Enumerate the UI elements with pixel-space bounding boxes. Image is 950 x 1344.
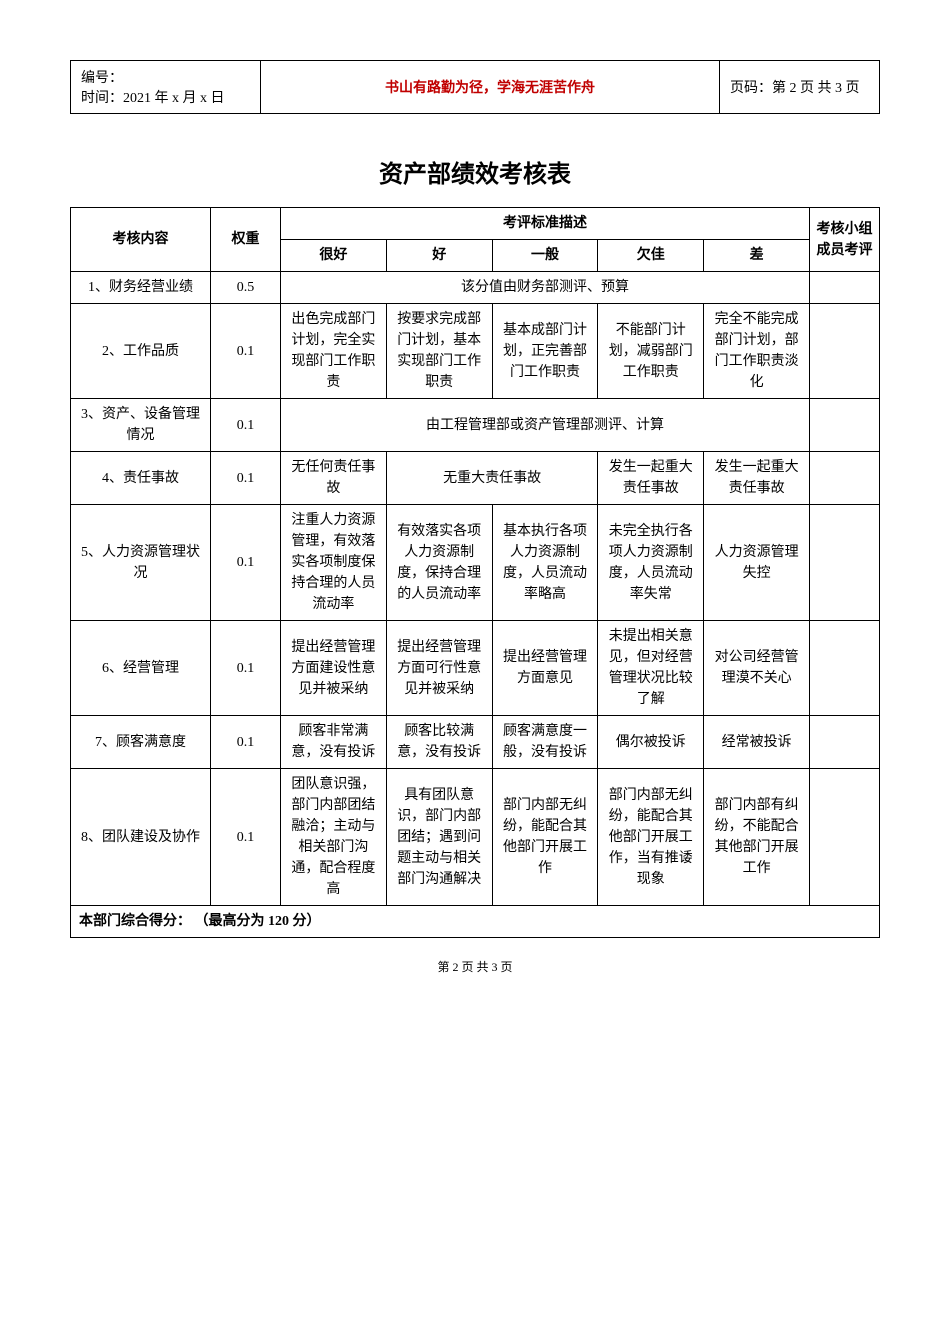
header-left-cell: 编号： 时间：2021 年 x 月 x 日 (71, 61, 261, 114)
table-row: 5、人力资源管理状况0.1注重人力资源管理，有效落实各项制度保持合理的人员流动率… (71, 505, 880, 621)
table-row: 1、财务经营业绩0.5该分值由财务部测评、预算 (71, 272, 880, 304)
cell: 顾客非常满意，没有投诉 (281, 716, 387, 769)
summary-max: 最高分为 120 分 (209, 914, 307, 929)
row-label: 4、责任事故 (71, 452, 211, 505)
row-label: 2、工作品质 (71, 304, 211, 399)
row-label: 6、经营管理 (71, 621, 211, 716)
cell: 注重人力资源管理，有效落实各项制度保持合理的人员流动率 (281, 505, 387, 621)
cell: 顾客满意度一般，没有投诉 (492, 716, 598, 769)
cell: 出色完成部门计划，完全实现部门工作职责 (281, 304, 387, 399)
cell: 按要求完成部门计划，基本实现部门工作职责 (386, 304, 492, 399)
cell: 对公司经营管理漠不关心 (704, 621, 810, 716)
cell: 发生一起重大责任事故 (598, 452, 704, 505)
time-value: 2021 年 x 月 x 日 (123, 91, 225, 106)
cell: 团队意识强，部门内部团结融洽；主动与相关部门沟通，配合程度高 (281, 769, 387, 906)
header-row-1: 考核内容 权重 考评标准描述 考核小组成员考评 (71, 208, 880, 240)
cell: 未完全执行各项人力资源制度，人员流动率失常 (598, 505, 704, 621)
score-cell (810, 399, 880, 452)
row-merged-note: 该分值由财务部测评、预算 (281, 272, 810, 304)
cell: 人力资源管理失控 (704, 505, 810, 621)
row-weight: 0.1 (211, 769, 281, 906)
cell: 提出经营管理方面可行性意见并被采纳 (386, 621, 492, 716)
summary-suffix: ） (307, 914, 321, 929)
cell: 偶尔被投诉 (598, 716, 704, 769)
document-title: 资产部绩效考核表 (70, 154, 880, 189)
cell: 提出经营管理方面意见 (492, 621, 598, 716)
row-label: 7、顾客满意度 (71, 716, 211, 769)
row-weight: 0.1 (211, 399, 281, 452)
cell: 完全不能完成部门计划，部门工作职责淡化 (704, 304, 810, 399)
row-weight: 0.1 (211, 452, 281, 505)
cell: 未提出相关意见，但对经营管理状况比较了解 (598, 621, 704, 716)
row-label: 5、人力资源管理状况 (71, 505, 211, 621)
row-weight: 0.5 (211, 272, 281, 304)
score-cell (810, 769, 880, 906)
row-weight: 0.1 (211, 304, 281, 399)
table-row: 4、责任事故0.1无任何责任事故无重大责任事故发生一起重大责任事故发生一起重大责… (71, 452, 880, 505)
summary-row: 本部门综合得分： （最高分为 120 分） (71, 906, 880, 938)
cell: 具有团队意识，部门内部团结；遇到问题主动与相关部门沟通解决 (386, 769, 492, 906)
row-label: 1、财务经营业绩 (71, 272, 211, 304)
time-label: 时间： (81, 91, 123, 106)
assessment-table: 考核内容 权重 考评标准描述 考核小组成员考评 很好 好 一般 欠佳 差 1、财… (70, 207, 880, 938)
page-label: 页码： (730, 81, 772, 96)
table-row: 7、顾客满意度0.1顾客非常满意，没有投诉顾客比较满意，没有投诉顾客满意度一般，… (71, 716, 880, 769)
cell: 顾客比较满意，没有投诉 (386, 716, 492, 769)
cell: 基本执行各项人力资源制度，人员流动率略高 (492, 505, 598, 621)
score-cell (810, 505, 880, 621)
cell: 基本成部门计划，正完善部门工作职责 (492, 304, 598, 399)
th-level-4: 差 (704, 240, 810, 272)
cell: 无任何责任事故 (281, 452, 387, 505)
score-cell (810, 452, 880, 505)
score-cell (810, 716, 880, 769)
table-row: 2、工作品质0.1出色完成部门计划，完全实现部门工作职责按要求完成部门计划，基本… (71, 304, 880, 399)
row-weight: 0.1 (211, 621, 281, 716)
header-motto: 书山有路勤为径，学海无涯苦作舟 (261, 61, 720, 114)
row-label: 8、团队建设及协作 (71, 769, 211, 906)
header-page: 页码：第 2 页 共 3 页 (720, 61, 880, 114)
th-level-0: 很好 (281, 240, 387, 272)
row-weight: 0.1 (211, 505, 281, 621)
doc-id: 编号： (81, 67, 250, 87)
page-value: 第 2 页 共 3 页 (772, 81, 860, 96)
th-score: 考核小组成员考评 (810, 208, 880, 272)
score-cell (810, 304, 880, 399)
table-row: 3、资产、设备管理情况0.1由工程管理部或资产管理部测评、计算 (71, 399, 880, 452)
cell: 部门内部无纠纷，能配合其他部门开展工作 (492, 769, 598, 906)
doc-time: 时间：2021 年 x 月 x 日 (81, 87, 250, 107)
cell: 不能部门计划，减弱部门工作职责 (598, 304, 704, 399)
cell: 有效落实各项人力资源制度，保持合理的人员流动率 (386, 505, 492, 621)
cell: 提出经营管理方面建设性意见并被采纳 (281, 621, 387, 716)
page-header: 编号： 时间：2021 年 x 月 x 日 书山有路勤为径，学海无涯苦作舟 页码… (70, 60, 880, 114)
cell: 部门内部无纠纷，能配合其他部门开展工作，当有推诿现象 (598, 769, 704, 906)
score-cell (810, 272, 880, 304)
page-footer: 第 2 页 共 3 页 (70, 958, 880, 975)
cell-merged: 无重大责任事故 (386, 452, 598, 505)
cell: 经常被投诉 (704, 716, 810, 769)
row-label: 3、资产、设备管理情况 (71, 399, 211, 452)
score-cell (810, 621, 880, 716)
th-level-2: 一般 (492, 240, 598, 272)
th-criteria: 考评标准描述 (281, 208, 810, 240)
cell: 部门内部有纠纷，不能配合其他部门开展工作 (704, 769, 810, 906)
summary-cell: 本部门综合得分： （最高分为 120 分） (71, 906, 880, 938)
row-merged-note: 由工程管理部或资产管理部测评、计算 (281, 399, 810, 452)
table-row: 8、团队建设及协作0.1团队意识强，部门内部团结融洽；主动与相关部门沟通，配合程… (71, 769, 880, 906)
th-content: 考核内容 (71, 208, 211, 272)
th-level-1: 好 (386, 240, 492, 272)
row-weight: 0.1 (211, 716, 281, 769)
table-row: 6、经营管理0.1提出经营管理方面建设性意见并被采纳提出经营管理方面可行性意见并… (71, 621, 880, 716)
summary-prefix: 本部门综合得分： （ (79, 914, 209, 929)
th-weight: 权重 (211, 208, 281, 272)
th-level-3: 欠佳 (598, 240, 704, 272)
cell: 发生一起重大责任事故 (704, 452, 810, 505)
